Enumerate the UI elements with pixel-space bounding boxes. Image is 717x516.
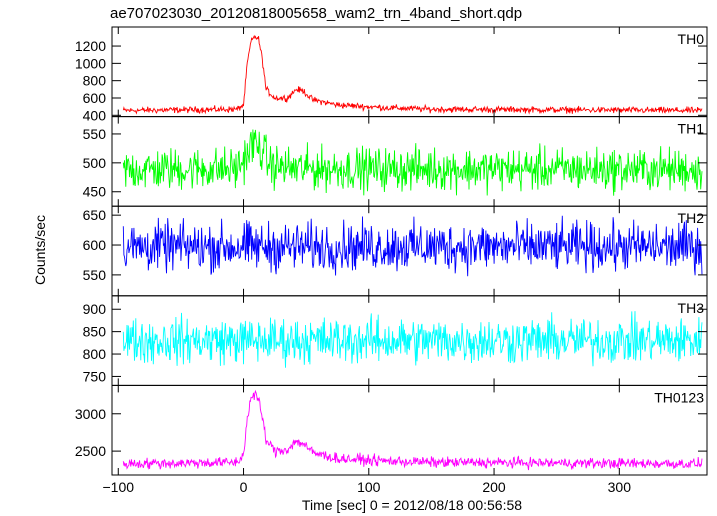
panel-frame-th1 — [111, 116, 708, 207]
x-tick-label: 300 — [608, 479, 632, 495]
light-curve-th2 — [122, 215, 703, 277]
panel-label: TH3 — [678, 300, 705, 316]
y-tick-label: 600 — [83, 90, 107, 106]
light-curve-th3 — [122, 311, 703, 368]
y-tick-label: 800 — [83, 73, 107, 89]
y-tick-label: 550 — [83, 267, 107, 283]
y-tick-label: 2500 — [75, 443, 106, 459]
panel-label: TH0123 — [654, 389, 704, 405]
y-tick-label: 400 — [83, 107, 107, 123]
x-tick-label: −100 — [102, 479, 134, 495]
x-tick-label: 0 — [240, 479, 248, 495]
chart-title: ae707023030_20120818005658_wam2_trn_4ban… — [110, 5, 522, 22]
y-tick-label: 1200 — [75, 38, 106, 54]
panel-label: TH0 — [678, 31, 705, 47]
y-tick-label: 1000 — [75, 55, 106, 71]
light-curve-th1 — [122, 129, 703, 196]
panel-label: TH1 — [678, 121, 705, 137]
y-tick-label: 600 — [83, 237, 107, 253]
panel-label: TH2 — [678, 210, 705, 226]
y-tick-label: 900 — [83, 301, 107, 317]
y-tick-label: 800 — [83, 346, 107, 362]
light-curve-th0123 — [122, 389, 703, 471]
y-axis-label: Counts/sec — [32, 215, 48, 285]
panel-frame-th0 — [111, 26, 708, 118]
x-axis-label: Time [sec] 0 = 2012/08/18 00:56:58 — [302, 497, 522, 513]
y-tick-label: 650 — [83, 207, 107, 223]
panel-frame-th0123 — [111, 384, 708, 476]
x-tick-label: 100 — [357, 479, 381, 495]
x-tick-label: 200 — [482, 479, 506, 495]
y-tick-label: 550 — [83, 126, 107, 142]
y-tick-label: 3000 — [75, 406, 106, 422]
y-tick-label: 850 — [83, 324, 107, 340]
y-tick-label: 750 — [83, 368, 107, 384]
y-tick-label: 450 — [83, 184, 107, 200]
y-tick-label: 500 — [83, 155, 107, 171]
light-curve-th0 — [122, 34, 703, 115]
